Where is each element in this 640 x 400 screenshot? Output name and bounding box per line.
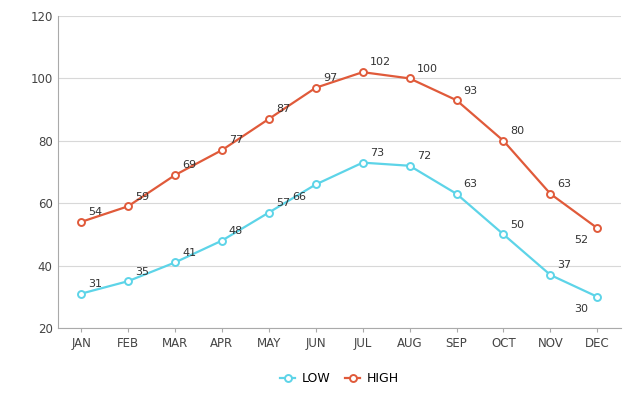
Text: 80: 80 <box>511 126 525 136</box>
Text: 41: 41 <box>182 248 196 258</box>
LOW <box>124 279 132 284</box>
LOW <box>452 192 460 196</box>
HIGH <box>547 192 554 196</box>
Text: 66: 66 <box>292 192 307 202</box>
LOW <box>312 182 319 187</box>
HIGH <box>171 173 179 178</box>
Text: 97: 97 <box>323 73 337 83</box>
Text: 50: 50 <box>511 220 525 230</box>
Text: 73: 73 <box>370 148 384 158</box>
LOW <box>359 160 367 165</box>
Line: HIGH: HIGH <box>77 69 601 232</box>
LOW <box>171 260 179 265</box>
Text: 87: 87 <box>276 104 290 114</box>
HIGH <box>218 148 226 152</box>
Text: 102: 102 <box>370 58 391 68</box>
HIGH <box>265 116 273 121</box>
Text: 100: 100 <box>417 64 438 74</box>
Text: 63: 63 <box>463 179 477 189</box>
Text: 35: 35 <box>135 266 149 276</box>
Text: 93: 93 <box>463 86 477 96</box>
LOW <box>218 238 226 243</box>
LOW <box>547 272 554 277</box>
Text: 63: 63 <box>557 179 572 189</box>
LOW <box>406 163 413 168</box>
HIGH <box>452 98 460 103</box>
Text: 72: 72 <box>417 151 431 161</box>
LOW <box>77 291 85 296</box>
LOW <box>500 232 508 237</box>
HIGH <box>124 204 132 209</box>
Text: 52: 52 <box>574 235 588 245</box>
Text: 48: 48 <box>229 226 243 236</box>
Legend: LOW, HIGH: LOW, HIGH <box>275 367 403 390</box>
HIGH <box>77 220 85 224</box>
LOW <box>593 294 601 299</box>
Text: 77: 77 <box>229 136 243 146</box>
LOW <box>265 210 273 215</box>
HIGH <box>406 76 413 81</box>
Line: LOW: LOW <box>77 159 601 300</box>
Text: 31: 31 <box>88 279 102 289</box>
HIGH <box>312 85 319 90</box>
Text: 59: 59 <box>135 192 149 202</box>
Text: 30: 30 <box>574 304 588 314</box>
Text: 57: 57 <box>276 198 290 208</box>
Text: 69: 69 <box>182 160 196 170</box>
HIGH <box>593 226 601 230</box>
HIGH <box>500 138 508 143</box>
Text: 54: 54 <box>88 207 102 217</box>
HIGH <box>359 70 367 74</box>
Text: 37: 37 <box>557 260 572 270</box>
